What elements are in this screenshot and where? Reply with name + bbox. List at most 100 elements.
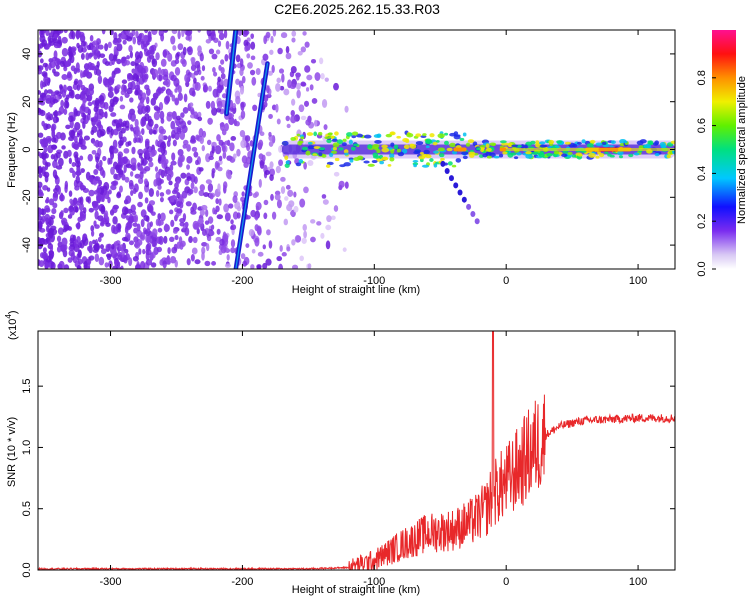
ridge-blob xyxy=(525,154,533,159)
noise-blob xyxy=(276,199,282,209)
noise-blob xyxy=(174,59,180,65)
noise-blob xyxy=(321,194,327,199)
noise-blob xyxy=(122,156,129,164)
ridge-blob xyxy=(341,142,347,147)
ridge-blob xyxy=(561,153,568,157)
noise-blob xyxy=(323,124,328,131)
ridge-blob xyxy=(493,155,500,159)
ridge-blob xyxy=(589,139,596,144)
noise-blob xyxy=(243,39,249,47)
noise-blob xyxy=(94,176,101,182)
noise-blob xyxy=(277,47,283,55)
spectrogram-x-label: Height of straight line (km) xyxy=(292,284,420,296)
noise-blob xyxy=(61,73,68,81)
noise-blob xyxy=(235,54,241,63)
noise-blob xyxy=(255,201,262,211)
noise-blob xyxy=(72,83,79,91)
noise-blob xyxy=(93,49,100,56)
ridge-blob xyxy=(352,143,359,147)
ridge-blob xyxy=(348,139,353,145)
noise-blob xyxy=(63,30,68,34)
ridge-blob xyxy=(332,142,340,148)
noise-blob xyxy=(134,173,141,179)
noise-blob xyxy=(244,45,249,52)
noise-blob xyxy=(283,218,289,226)
noise-blob xyxy=(64,60,71,68)
noise-blob xyxy=(298,104,305,113)
noise-blob xyxy=(320,232,325,239)
noise-blob xyxy=(110,128,115,136)
noise-blob xyxy=(82,98,86,107)
noise-blob xyxy=(53,153,58,162)
noise-blob xyxy=(49,102,53,108)
ridge-blob xyxy=(453,131,459,136)
noise-blob xyxy=(143,214,150,222)
noise-blob xyxy=(185,30,192,37)
ridge-blob xyxy=(402,137,409,143)
noise-blob xyxy=(134,89,139,96)
noise-blob xyxy=(61,237,68,247)
ridge-blob xyxy=(307,145,315,150)
noise-blob xyxy=(99,244,105,250)
noise-blob xyxy=(76,132,80,138)
snr-series-line xyxy=(38,331,675,570)
noise-blob xyxy=(254,237,260,247)
ridge-blob xyxy=(643,144,652,149)
noise-blob xyxy=(215,198,220,205)
noise-blob xyxy=(53,33,59,39)
noise-blob xyxy=(96,121,102,130)
noise-blob xyxy=(325,240,331,250)
ridge-blob xyxy=(367,144,373,149)
ridge-blob xyxy=(520,144,525,149)
ridge-blob xyxy=(389,153,395,159)
noise-blob xyxy=(221,93,228,99)
noise-blob xyxy=(262,262,268,269)
noise-blob xyxy=(217,40,222,47)
noise-blob xyxy=(171,129,176,138)
noise-blob xyxy=(71,162,76,168)
noise-blob xyxy=(142,248,146,255)
noise-blob xyxy=(125,195,132,204)
noise-blob xyxy=(106,126,111,135)
noise-blob xyxy=(143,34,149,42)
noise-blob xyxy=(90,230,95,237)
noise-blob xyxy=(194,259,201,265)
branch-blob xyxy=(444,168,450,175)
noise-blob xyxy=(230,239,236,248)
noise-blob xyxy=(63,66,68,72)
noise-blob xyxy=(299,255,304,262)
noise-blob xyxy=(123,256,128,262)
noise-blob xyxy=(213,71,218,77)
noise-blob xyxy=(45,196,50,204)
noise-blob xyxy=(155,189,160,197)
noise-blob xyxy=(49,246,54,251)
noise-blob xyxy=(108,105,114,113)
noise-blob xyxy=(136,223,141,232)
noise-blob xyxy=(141,92,147,101)
noise-blob xyxy=(194,60,201,69)
noise-blob xyxy=(108,76,115,83)
noise-blob xyxy=(114,69,120,74)
ridge-blob xyxy=(409,143,417,149)
noise-blob xyxy=(178,236,183,244)
noise-blob xyxy=(189,102,194,108)
ridge-blob xyxy=(433,163,438,168)
noise-blob xyxy=(321,98,328,108)
noise-blob xyxy=(144,73,149,80)
noise-blob xyxy=(68,245,75,252)
noise-blob xyxy=(101,30,106,35)
noise-blob xyxy=(262,53,269,61)
ridge-blob xyxy=(572,143,578,148)
noise-blob xyxy=(93,141,98,147)
noise-blob xyxy=(80,84,86,91)
noise-blob xyxy=(144,197,149,204)
ridge-blob xyxy=(546,153,553,157)
ridge-blob xyxy=(330,135,335,139)
snr-y-tick-label: 1.5 xyxy=(21,379,33,394)
noise-blob xyxy=(98,44,104,50)
noise-blob xyxy=(303,230,307,239)
noise-blob xyxy=(157,227,163,233)
noise-blob xyxy=(176,241,181,249)
noise-blob xyxy=(251,76,257,86)
ridge-blob xyxy=(548,139,555,145)
